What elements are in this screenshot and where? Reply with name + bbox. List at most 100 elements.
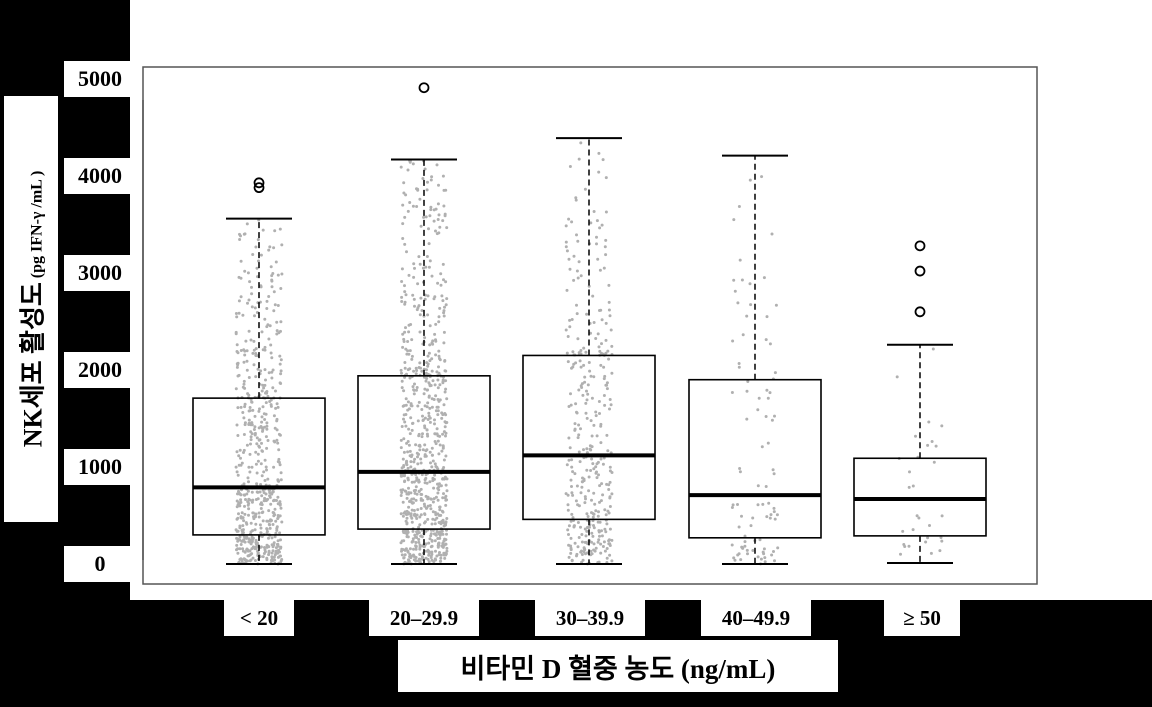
data-point [267,371,271,375]
data-point [442,458,446,462]
data-point [266,394,270,398]
data-point [442,551,446,555]
data-point [595,219,599,223]
data-point [434,549,437,553]
data-point [443,556,447,560]
data-point [273,535,277,539]
data-point [401,514,405,518]
data-point [609,328,613,332]
data-point [260,389,264,393]
data-point [577,433,581,437]
data-point [586,383,590,387]
data-point [429,532,433,536]
data-point [260,420,264,424]
data-point [589,549,593,553]
data-point [274,389,277,393]
data-point [566,360,570,364]
data-point [420,435,424,439]
data-point [579,274,583,278]
data-point [260,330,264,334]
data-point [423,426,427,430]
data-point [417,366,421,369]
data-point [604,321,608,325]
data-point [588,444,592,448]
data-point [414,544,418,548]
data-point [426,294,430,298]
data-point [757,396,761,400]
data-point [603,549,607,553]
data-point [275,419,279,423]
data-point [598,520,602,524]
data-point [249,338,253,342]
x-tick-label: 40–49.9 [701,600,811,636]
data-point [245,222,249,226]
data-point [239,500,243,504]
data-point [768,516,772,520]
data-point [426,517,430,521]
data-point [245,359,249,363]
data-point [268,245,272,249]
data-point [432,477,436,481]
data-point [583,187,587,191]
data-point [576,545,580,549]
data-point [429,497,433,501]
data-point [598,500,601,504]
data-point [772,506,776,510]
data-point [745,389,749,393]
data-point [576,521,580,524]
data-point [585,398,589,402]
data-point [415,451,419,455]
data-point [401,237,405,240]
data-point [271,490,275,494]
data-point [415,388,418,392]
data-point [279,369,283,373]
data-point [273,507,277,511]
data-point [243,269,247,273]
box-iqr [522,354,656,521]
data-point [405,513,409,516]
data-point [567,217,571,221]
data-point [421,414,424,418]
data-point [243,504,246,508]
data-point [407,427,411,431]
data-point [430,175,434,179]
data-point [582,448,585,452]
data-point [569,536,573,540]
data-point [568,267,572,271]
data-point [402,548,405,552]
data-point [412,275,416,279]
data-point [416,462,420,466]
data-point [570,220,574,224]
data-point [590,457,594,461]
data-point [254,462,258,466]
data-point [575,411,579,415]
data-point [569,546,573,550]
data-point [267,509,271,513]
data-point [258,490,262,494]
data-point [765,315,769,319]
data-point [926,536,930,540]
data-point [413,467,417,471]
data-point [260,415,264,419]
data-point [773,414,776,418]
data-point [402,437,406,441]
data-point [579,427,582,431]
box-0 [192,177,326,565]
data-point [738,470,742,474]
data-point [586,392,590,396]
data-point [441,381,445,385]
data-point [270,370,274,374]
data-point [565,351,569,355]
data-point [411,537,415,541]
data-point [279,506,283,510]
data-point [774,303,778,307]
data-point [436,544,440,548]
data-point [241,313,245,317]
data-point [237,492,241,496]
y-axis-label-main: NK세포 활성도 [18,282,48,448]
data-point [939,536,943,539]
data-point [241,528,245,532]
data-point [434,353,438,357]
data-point [275,402,279,406]
data-point [242,379,246,383]
